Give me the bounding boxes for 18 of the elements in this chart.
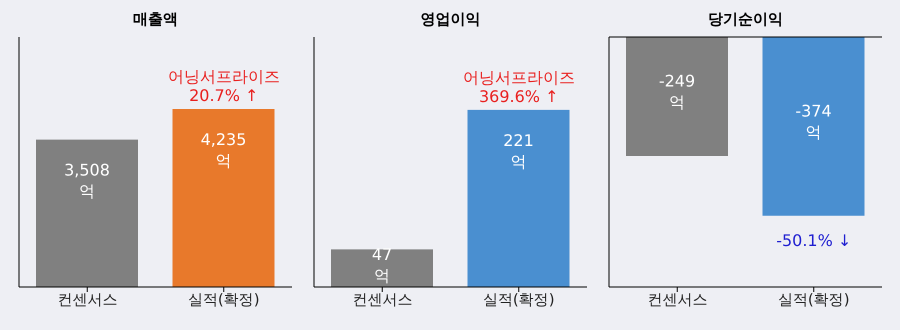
x-tick-label: 컨센서스 — [57, 290, 118, 309]
x-tick-label: 컨센서스 — [352, 290, 412, 309]
data-label: 47 억 — [372, 245, 392, 286]
chart-title: 당기순이익 — [707, 10, 784, 29]
x-tick-label: 실적(확정) — [778, 290, 850, 309]
annotation: -50.1% ↓ — [776, 230, 852, 250]
data-label: 221 억 — [503, 130, 534, 171]
annotation: 어닝서프라이즈 369.6% ↑ — [462, 68, 575, 106]
x-tick-label: 실적(확정) — [188, 290, 260, 309]
data-label: 4,235 억 — [200, 130, 246, 170]
chart-title: 영업이익 — [420, 10, 482, 29]
chart-title: 매출액 — [132, 10, 179, 29]
annotation: 어닝서프라이즈 20.7% ↑ — [168, 67, 280, 106]
data-label: 3,508 억 — [64, 160, 110, 201]
data-label: -374 억 — [795, 101, 832, 142]
x-tick-label: 실적(확정) — [482, 290, 555, 309]
data-label: -249 억 — [658, 72, 696, 112]
x-tick-label: 컨센서스 — [647, 290, 708, 309]
